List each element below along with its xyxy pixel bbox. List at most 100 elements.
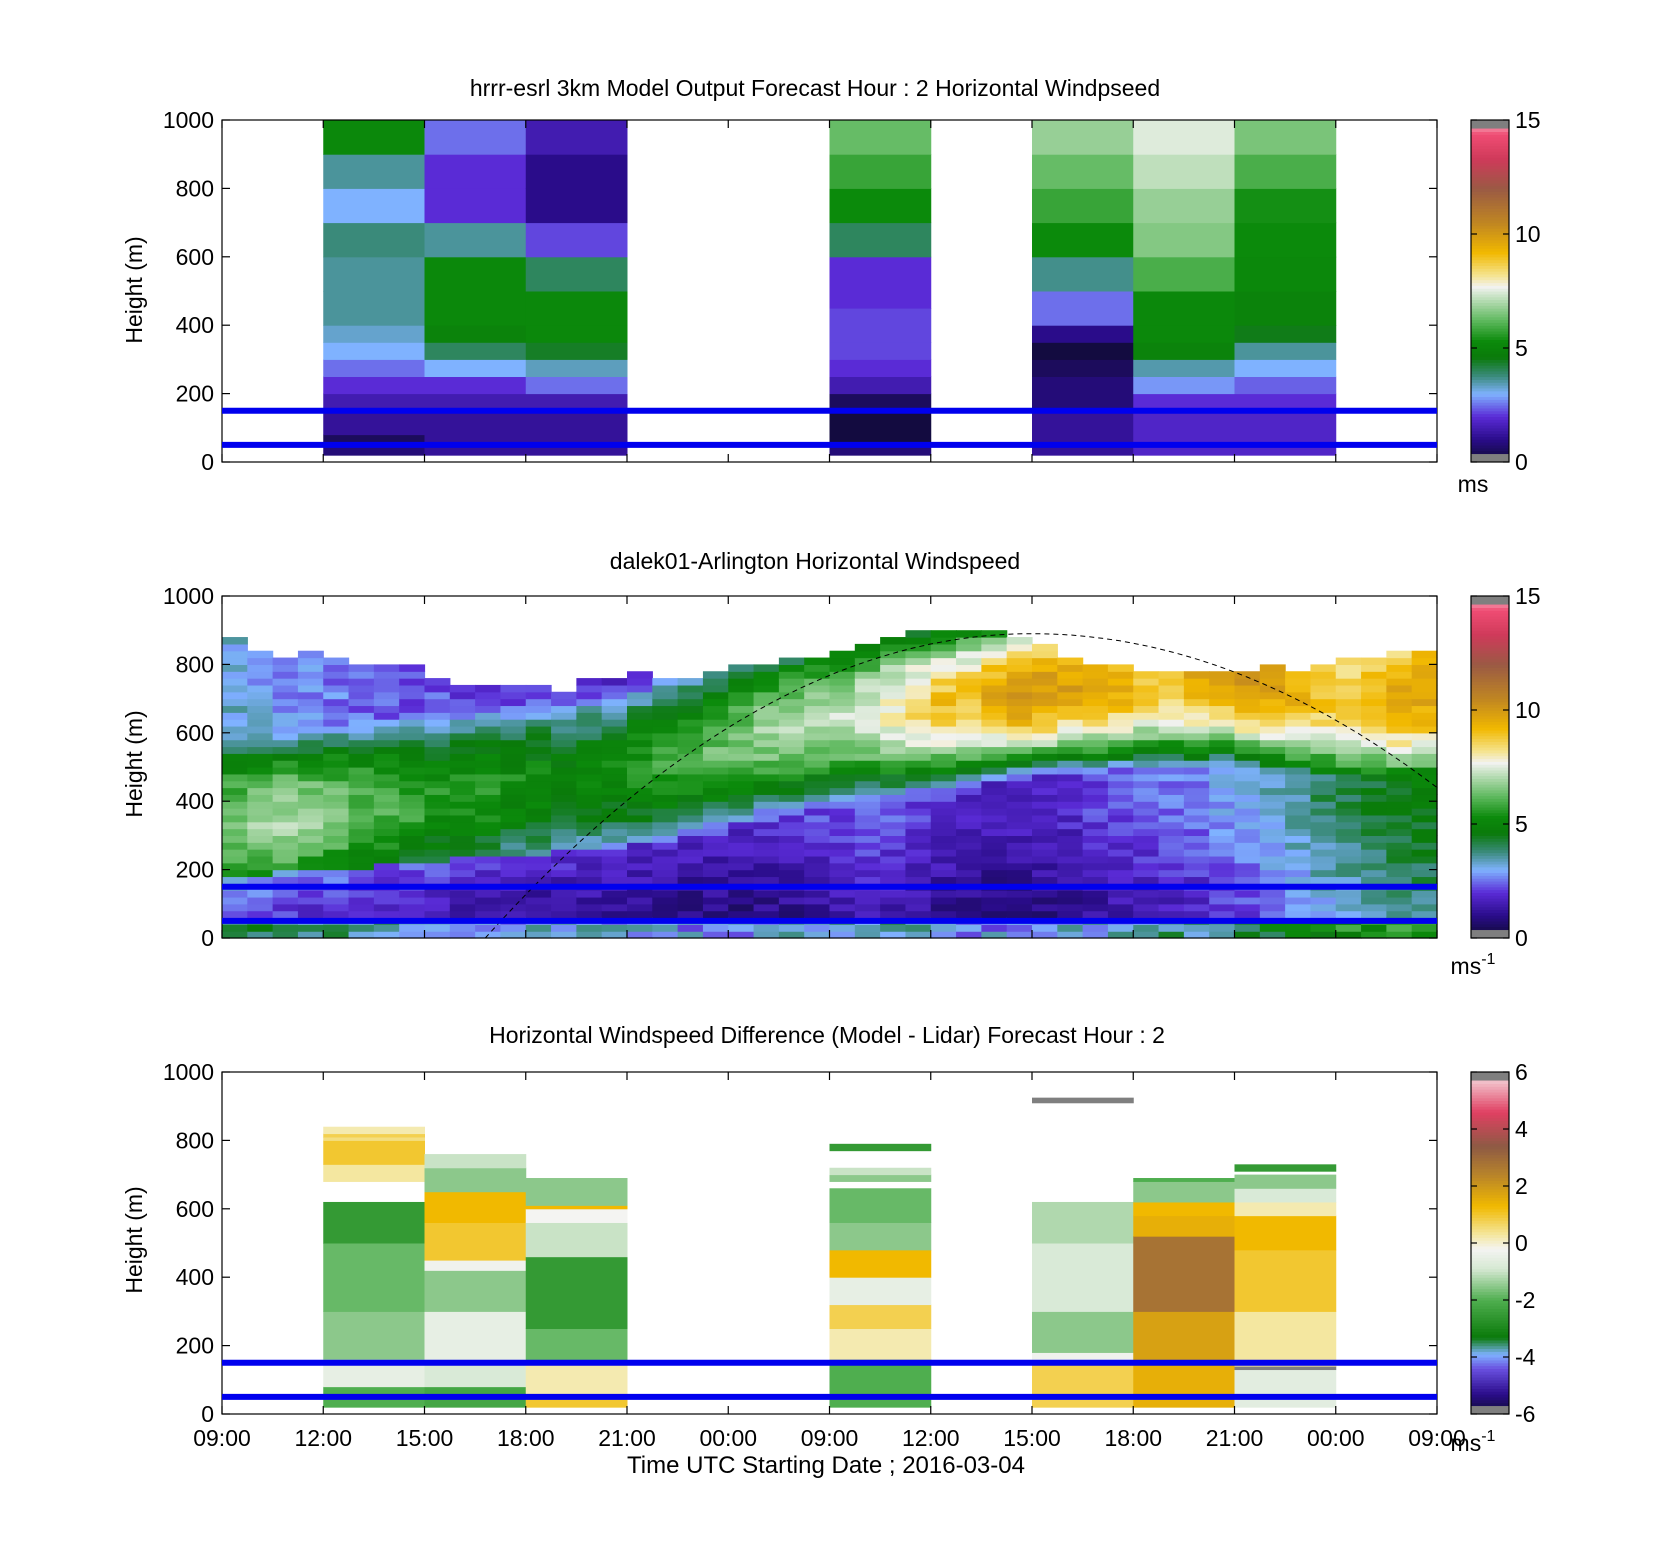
lidar-cell [551,719,577,727]
lidar-cell [576,760,603,768]
lidar-cell [1361,678,1387,686]
colorbar-segment [1471,142,1509,147]
lidar-cell [576,828,603,836]
sunrise-arc [484,633,1438,939]
colorbar-segment [1471,276,1509,281]
lidar-cell [525,862,552,871]
lidar-cell [677,842,704,850]
lidar-cell [1386,924,1413,932]
lidar-cell [297,705,324,713]
colorbar-segment [1471,912,1509,916]
lidar-cell [905,821,932,830]
lidar-cell [981,760,1008,768]
lidar-cell [323,705,350,713]
lidar-cell [576,787,603,795]
lidar-cell [222,924,248,932]
lidar-cell [652,780,679,789]
lidar-cell [576,869,603,878]
lidar-cell [905,910,932,919]
lidar-cell [854,855,881,864]
lidar-cell [424,684,451,693]
heatmap-cell [829,308,932,343]
lidar-cell [399,684,426,693]
lidar-cell [1032,746,1058,754]
lidar-cell [1107,787,1134,795]
lidar-cell [222,691,248,700]
lidar-cell [652,869,679,878]
lidar-cell [677,835,704,843]
heatmap-cell [323,1164,425,1182]
colorbar-segment [1471,1197,1509,1201]
heatmap-cell [1234,222,1337,258]
lidar-cell [1310,814,1337,823]
colorbar-segment [1471,1205,1509,1210]
lidar-cell [1032,910,1058,919]
y-tick-label: 600 [176,244,214,270]
colorbar-segment [1471,1094,1509,1099]
lidar-cell [475,753,502,761]
lidar-cell [1285,698,1312,707]
lidar-cell [728,801,755,809]
heatmap-cell [1133,1201,1235,1217]
lidar-cell [1259,862,1286,871]
lidar-cell [525,719,552,727]
lidar-cell [399,849,426,857]
lidar-cell [1032,753,1058,761]
lidar-cell [1310,896,1337,905]
lidar-cell [1386,910,1413,919]
lidar-cell [1158,691,1185,700]
lidar-cell [829,808,856,816]
lidar-cell [424,862,451,871]
heatmap-cell [424,154,527,189]
lidar-cell [930,732,957,741]
lidar-cell [525,725,552,734]
colorbar-segment [1471,139,1509,144]
lidar-cell [930,821,957,830]
lidar-cell [500,808,527,816]
lidar-cell [475,719,502,727]
lidar-cell [1259,773,1286,782]
heatmap-cell [1032,376,1134,412]
lidar-cell [1082,814,1109,823]
lidar-cell [880,767,907,775]
lidar-cell [1006,712,1033,720]
lidar-cell [677,732,704,741]
lidar-cell [601,767,628,775]
heatmap-cell [1032,1097,1134,1104]
lidar-cell [601,732,628,741]
lidar-cell [1234,896,1261,905]
lidar-cell [880,671,907,679]
lidar-cell [1335,746,1362,754]
lidar-cell [601,760,628,768]
lidar-cell [1057,821,1084,830]
lidar-cell [576,835,603,843]
lidar-cell [576,890,603,898]
lidar-cell [753,746,780,754]
colorbar-segment [1471,1302,1509,1307]
colorbar-tick-label: 5 [1515,811,1528,837]
lidar-cell [601,896,628,905]
lidar-cell [323,924,350,932]
lidar-cell [576,794,603,802]
lidar-cell [475,835,502,843]
lidar-cell [1006,678,1033,686]
lidar-cell [1183,678,1210,686]
lidar-cell [475,725,502,734]
lidar-cell [829,876,856,884]
lidar-cell [1032,896,1058,905]
lidar-cell [323,753,350,761]
colorbar-segment [1471,792,1509,797]
lidar-cell [222,835,248,843]
lidar-cell [930,869,957,878]
heatmap-cell [829,1188,932,1223]
lidar-cell [297,903,324,912]
lidar-cell [1158,896,1185,905]
heatmap-cell [323,1140,425,1165]
lidar-cell [804,746,831,754]
lidar-cell [677,869,704,878]
lidar-cell [1057,814,1084,823]
lidar-cell [956,849,982,857]
lidar-cell [1411,739,1438,748]
lidar-cell [627,828,653,836]
lidar-cell [1361,849,1387,857]
